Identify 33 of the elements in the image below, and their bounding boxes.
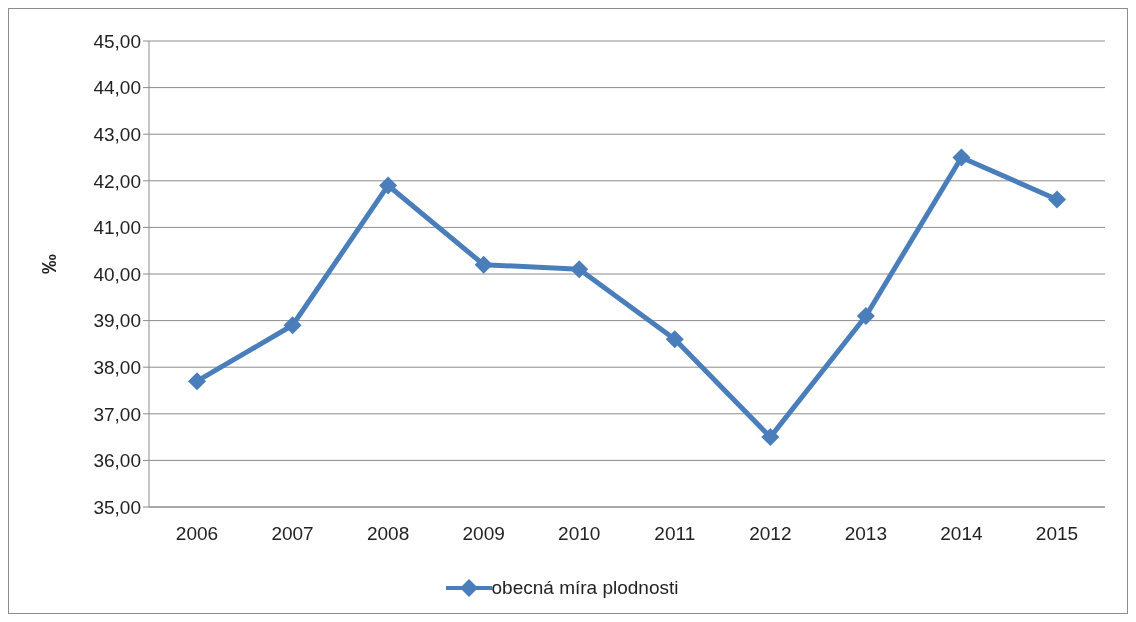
point bbox=[570, 260, 589, 279]
point bbox=[952, 148, 971, 167]
point bbox=[856, 306, 875, 325]
x-tick-label: 2015 bbox=[1035, 523, 1079, 545]
point bbox=[1048, 190, 1066, 209]
x-tick-label: 2011 bbox=[654, 523, 696, 545]
point bbox=[379, 176, 398, 195]
y-tick-label: 40,00 bbox=[93, 263, 141, 285]
legend-label: obecná míra plodnosti bbox=[491, 577, 679, 599]
y-tick-label: 39,00 bbox=[93, 310, 141, 332]
y-tick-label: 41,00 bbox=[93, 217, 141, 239]
y-tick-label: 42,00 bbox=[93, 170, 141, 192]
y-axis-title: ‰ bbox=[38, 254, 61, 274]
x-tick-label: 2014 bbox=[940, 523, 983, 545]
x-tick-label: 2013 bbox=[844, 523, 888, 545]
y-tick-label: 35,00 bbox=[93, 496, 141, 518]
x-tick-label: 2008 bbox=[366, 523, 410, 545]
y-tick-label: 45,00 bbox=[93, 30, 141, 52]
x-tick-label: 2010 bbox=[558, 523, 601, 545]
y-tick-label: 44,00 bbox=[93, 77, 141, 99]
point bbox=[283, 316, 302, 335]
point bbox=[761, 428, 780, 447]
y-tick-label: 36,00 bbox=[93, 450, 141, 472]
y-tick-label: 38,00 bbox=[93, 356, 141, 378]
point bbox=[665, 330, 684, 349]
x-tick-label: 2007 bbox=[271, 523, 314, 545]
x-tick-label: 2006 bbox=[175, 523, 219, 545]
y-tick-label: 37,00 bbox=[93, 403, 141, 425]
x-tick-label: 2012 bbox=[749, 523, 792, 545]
point bbox=[474, 255, 493, 274]
point bbox=[188, 372, 206, 391]
x-tick-label: 2009 bbox=[462, 523, 505, 545]
y-tick-label: 43,00 bbox=[93, 123, 141, 145]
